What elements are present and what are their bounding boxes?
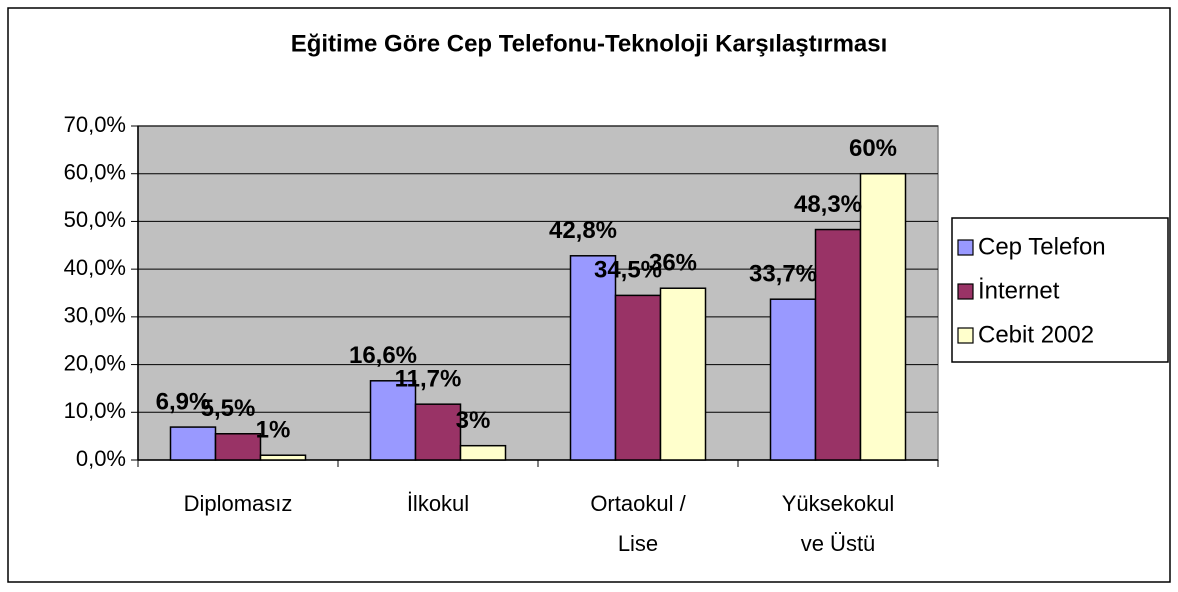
data-label: 34,5%: [594, 257, 662, 284]
y-tick-label: 0,0%: [76, 446, 126, 471]
y-tick-label: 10,0%: [64, 398, 126, 423]
y-tick-label: 50,0%: [64, 207, 126, 232]
legend-swatch: [957, 239, 974, 256]
bar: [459, 444, 507, 461]
y-tick-label: 40,0%: [64, 255, 126, 280]
bar: [814, 228, 862, 461]
data-label: 1%: [256, 417, 291, 444]
bar: [659, 287, 707, 461]
legend-swatch: [957, 283, 974, 300]
y-tick-label: 20,0%: [64, 350, 126, 375]
data-label: 5,5%: [201, 395, 256, 422]
legend-label: Cebit 2002: [978, 321, 1094, 348]
bar: [569, 255, 617, 461]
y-tick-label: 60,0%: [64, 160, 126, 185]
bar: [369, 380, 417, 461]
bar: [859, 172, 907, 461]
data-label: 60%: [849, 135, 897, 162]
bar: [259, 454, 307, 461]
data-label: 3%: [456, 407, 491, 434]
chart-title: Eğitime Göre Cep Telefonu-Teknoloji Karş…: [291, 30, 888, 57]
bar: [614, 294, 662, 461]
bar: [414, 403, 462, 461]
x-tick-label: Ortaokul / Lise: [590, 491, 686, 556]
bar: [769, 298, 817, 461]
legend-swatch: [957, 327, 974, 344]
data-label: 48,3%: [794, 191, 862, 218]
data-label: 16,6%: [349, 342, 417, 369]
bar: [214, 433, 262, 461]
data-label: 11,7%: [395, 366, 462, 393]
x-tick-label: Diplomasız: [184, 491, 293, 516]
data-label: 33,7%: [749, 261, 817, 288]
y-tick-label: 30,0%: [64, 303, 126, 328]
x-tick-label: İlkokul: [407, 491, 469, 516]
data-label: 36%: [649, 250, 697, 277]
x-tick-label: Yüksekokul ve Üstü: [782, 491, 895, 556]
bar: [169, 426, 217, 461]
legend: [951, 217, 1169, 363]
legend-label: İnternet: [978, 277, 1060, 304]
legend-label: Cep Telefon: [978, 233, 1106, 260]
data-label: 42,8%: [549, 217, 617, 244]
data-label: 6,9%: [156, 388, 211, 415]
y-tick-label: 70,0%: [64, 112, 126, 137]
